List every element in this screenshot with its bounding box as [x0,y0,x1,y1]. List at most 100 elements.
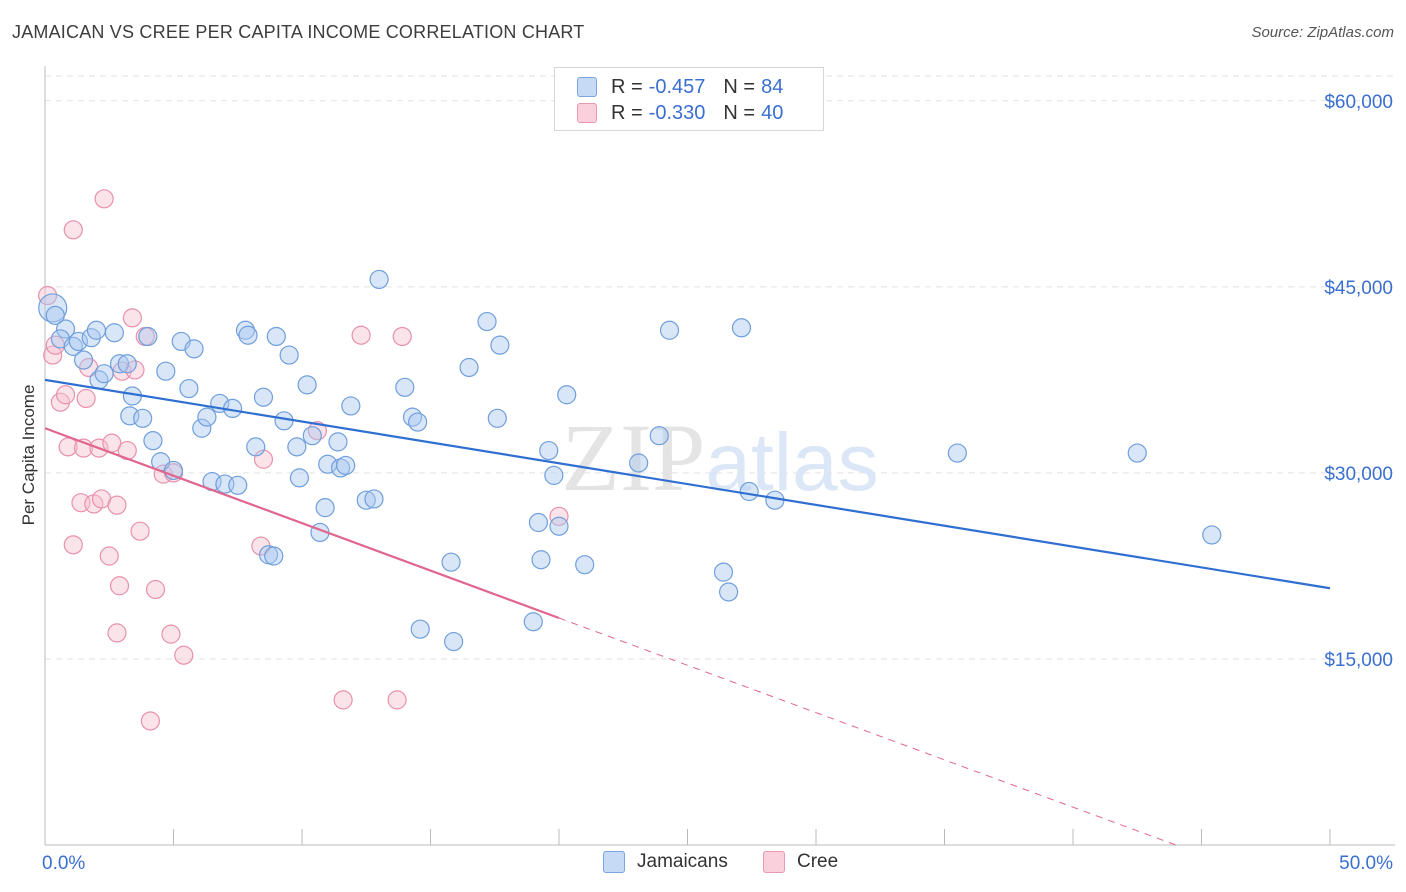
legend-r-label: R = [611,75,643,98]
jamaicans-point [143,431,163,451]
legend-n-label: N = [723,75,756,98]
trend-lines [44,378,1331,846]
jamaicans-point [184,339,204,359]
cree-point [63,220,83,240]
jamaicans-point [179,378,199,399]
jamaicans-point [410,619,430,639]
cree-point [174,645,194,665]
jamaicans-point [336,455,356,476]
series-legend: Jamaicans Cree [0,851,1406,879]
jamaicans-point [133,408,153,428]
cree-legend-swatch [763,851,785,873]
jamaicans-point [197,407,217,427]
jamaicans-swatch [577,77,597,97]
jamaicans-point [459,357,479,378]
x-tick-label: 50.0% [1339,853,1393,874]
jamaicans-point [117,354,137,374]
legend-r-value: -0.457 [648,75,706,98]
cree-point [107,623,127,643]
jamaicans-point [739,481,759,502]
cree-trend-extension [558,617,1176,846]
jamaicans-point [274,411,294,431]
jamaicans-legend-swatch [603,851,625,873]
jamaicans-point [544,465,564,485]
jamaicans-point [138,326,158,347]
jamaicans-point [531,550,551,570]
legend-n-label: N = [723,101,756,124]
cree-point [145,579,166,600]
jamaicans-point [45,305,65,325]
jamaicans-point [341,396,361,416]
legend-r-label: R = [611,101,643,124]
jamaicans-point [315,498,335,518]
jamaicans-point [649,426,669,446]
jamaicans-point [279,345,299,365]
jamaicans-point [575,555,595,575]
jamaicans-point [444,631,464,652]
cree-point [130,521,150,541]
jamaicans-point [549,516,569,536]
watermark: ZIPatlas [561,404,878,511]
cree-point [37,285,58,306]
legend-label-cree: Cree [797,851,839,872]
jamaicans-point [238,325,258,345]
cree-point [99,546,119,566]
legend-row-jamaicans: R = -0.457 N = 84 [577,75,783,99]
legend-label-jamaicans: Jamaicans [637,851,728,872]
jamaicans-point [266,326,286,347]
jamaicans-point [156,361,176,381]
legend-r-value: -0.330 [648,101,706,124]
jamaicans-point [1202,525,1222,545]
legend-n-value: 40 [761,101,784,124]
jamaicans-point [1127,443,1147,463]
cree-point [392,326,412,347]
chart-title: JAMAICAN VS CREE PER CAPITA INCOME CORRE… [12,22,585,42]
jamaicans-point [528,512,549,533]
cree-swatch [577,103,597,123]
jamaicans-point [557,385,577,405]
jamaicans-point [289,468,310,488]
jamaicans-point [719,582,739,602]
jamaicans-point [287,437,307,457]
tick-labels: $15,000 $30,000 $45,000 $60,000 0.0% 50.0% [42,92,1393,874]
y-axis-label: Per Capita Income [19,385,38,526]
jamaicans-point [477,311,497,332]
jamaicans-point [487,408,507,428]
cree-point [109,576,130,596]
cree-point [107,495,127,515]
correlation-legend: R = -0.457 N = 84 R = -0.330 N = 40 [554,67,824,131]
cree-point [94,189,114,209]
jamaicans-point [302,426,322,446]
jamaicans-point [94,364,114,384]
legend-item-cree: Cree [763,851,838,873]
jamaicans-point [104,323,124,343]
jamaicans-point [73,350,94,370]
jamaicans-point [364,489,384,509]
cree-point [76,388,96,409]
jamaicans-point [441,552,461,572]
cree-point [351,325,371,345]
jamaicans-point [192,418,212,438]
legend-n-value: 84 [761,75,784,98]
jamaicans-point [55,319,76,339]
jamaicans-point [490,335,510,355]
y-tick-label: $60,000 [1324,92,1393,113]
jamaicans-point [356,490,376,510]
jamaicans-point [235,320,256,340]
jamaicans-point [731,318,752,338]
x-tick-label: 0.0% [42,853,85,874]
jamaicans-point [109,354,130,374]
jamaicans-point [523,612,543,632]
y-tick-label: $45,000 [1324,278,1393,299]
cree-point [63,535,83,555]
jamaicans-series [38,269,1222,652]
jamaicans-point [86,320,107,340]
source-label: Source: ZipAtlas.com [1251,24,1394,41]
cree-series [37,189,569,731]
cree-point [122,308,142,328]
cree-point [55,385,76,405]
axes [44,66,1395,846]
jamaicans-point [264,546,284,566]
jamaicans-point [395,377,415,397]
jamaicans-point [369,269,389,290]
